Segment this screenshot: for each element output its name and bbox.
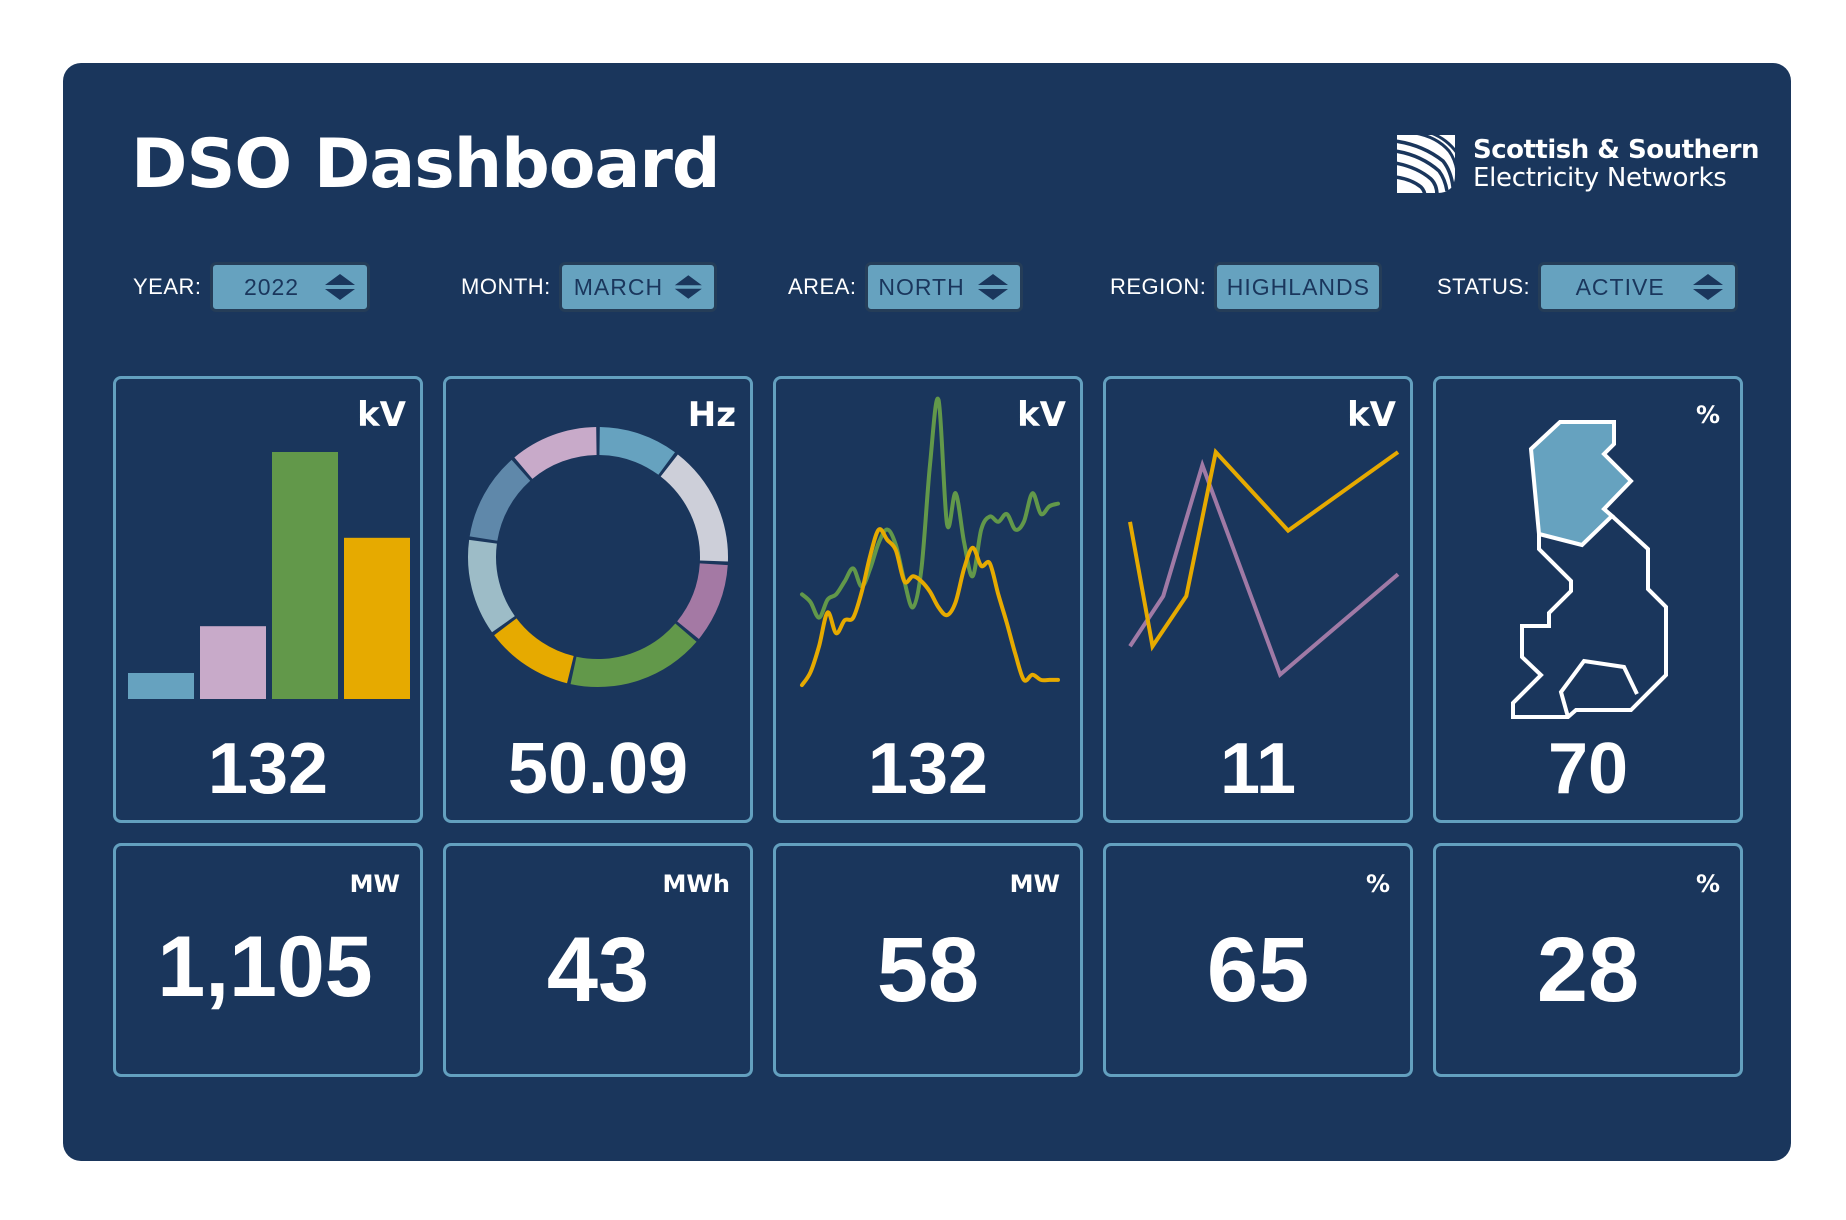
metric-value: 28 <box>1536 919 1640 1021</box>
unit-label: % <box>1695 401 1720 429</box>
filter-status: STATUS: ACTIVE <box>1437 261 1739 313</box>
series-line-green <box>800 396 1060 620</box>
card-voltage-smooth-line: kV 132 <box>773 376 1083 823</box>
card-frequency-donut: Hz 50.09 <box>443 376 753 823</box>
card-percent-2: % 28 <box>1433 843 1743 1077</box>
map-region-highlighted <box>1528 420 1634 548</box>
map-region-outline <box>1558 658 1639 718</box>
up-down-spinner-icon[interactable] <box>976 270 1010 304</box>
card-percent-1: % 65 <box>1103 843 1413 1077</box>
bar-A <box>128 673 194 699</box>
metric-value: 43 <box>546 919 650 1021</box>
select-value: MARCH <box>573 273 664 300</box>
metric-value: 1,105 <box>157 919 373 1015</box>
filter-month: MONTH: MARCH <box>461 261 717 313</box>
donut-slice-1 <box>660 454 728 562</box>
metric-value: 11 <box>1219 729 1297 809</box>
filter-label: MONTH: <box>461 274 551 299</box>
unit-label: % <box>1365 870 1390 898</box>
up-down-spinner-icon[interactable] <box>1691 270 1725 304</box>
donut-slice-6 <box>469 459 531 541</box>
area-select[interactable]: NORTH <box>864 262 1023 312</box>
filter-area: AREA: NORTH <box>788 261 1023 313</box>
card-region-map: % 70 <box>1433 376 1743 823</box>
logo-line-1: Scottish & Southern <box>1473 135 1760 165</box>
card-energy-mwh: MWh 43 <box>443 843 753 1077</box>
filter-region: REGION: HIGHLANDS <box>1110 261 1383 313</box>
bar-B <box>200 626 266 699</box>
unit-label: kV <box>1347 395 1396 435</box>
metric-value: 65 <box>1206 919 1310 1021</box>
filter-label: YEAR: <box>133 274 202 299</box>
filter-label: STATUS: <box>1437 274 1531 299</box>
donut-chart <box>468 427 728 687</box>
card-power-mw-2: MW 58 <box>773 843 1083 1077</box>
select-value: 2022 <box>243 273 300 300</box>
metric-value: 132 <box>867 729 989 809</box>
page-title: DSO Dashboard <box>131 125 721 204</box>
metric-value: 70 <box>1547 729 1629 809</box>
donut-slice-0 <box>599 427 675 475</box>
unit-label: Hz <box>687 395 736 435</box>
month-select[interactable]: MARCH <box>558 262 717 312</box>
map-region-outline <box>1511 514 1668 719</box>
donut-slice-5 <box>468 539 515 633</box>
select-value: NORTH <box>878 273 965 300</box>
bar-C <box>272 452 338 699</box>
donut-slice-4 <box>494 618 574 684</box>
smooth-line-chart <box>800 396 1060 688</box>
filter-label: REGION: <box>1110 274 1207 299</box>
donut-slice-3 <box>570 623 697 687</box>
series-line-purple <box>1128 458 1400 679</box>
filter-label: AREA: <box>788 274 857 299</box>
unit-label: MW <box>349 870 400 898</box>
series-line-amber <box>1128 447 1400 652</box>
year-select[interactable]: 2022 <box>209 262 370 312</box>
region-select[interactable]: HIGHLANDS <box>1214 262 1383 312</box>
logo-line-2: Electricity Networks <box>1473 163 1727 193</box>
unit-label: kV <box>1017 395 1066 435</box>
metric-value: 50.09 <box>507 729 689 809</box>
select-value: ACTIVE <box>1575 273 1665 300</box>
bar-D <box>344 537 410 699</box>
ssen-wave-shield-icon <box>1394 131 1459 197</box>
unit-label: MWh <box>662 870 730 898</box>
dashboard-panel: DSO Dashboard Scottish & Southern Electr… <box>63 63 1791 1161</box>
status-select[interactable]: ACTIVE <box>1538 262 1739 312</box>
region-map <box>1511 420 1668 719</box>
card-voltage-line: kV 11 <box>1103 376 1413 823</box>
up-down-spinner-icon[interactable] <box>323 270 357 304</box>
unit-label: kV <box>357 395 406 435</box>
filter-year: YEAR: 2022 <box>133 261 370 313</box>
up-down-spinner-icon[interactable] <box>673 270 704 304</box>
donut-slice-2 <box>677 563 728 639</box>
bar-chart <box>128 452 410 699</box>
card-voltage-bar: kV 132 <box>113 376 423 823</box>
select-value: HIGHLANDS <box>1226 273 1370 300</box>
metric-value: 58 <box>876 919 980 1021</box>
card-power-mw: MW 1,105 <box>113 843 423 1077</box>
donut-slice-7 <box>514 427 597 479</box>
line-chart <box>1128 447 1400 679</box>
metric-value: 132 <box>207 729 329 809</box>
ssen-logo: Scottish & Southern Electricity Networks <box>1393 131 1760 197</box>
unit-label: % <box>1695 870 1720 898</box>
series-line-amber <box>800 527 1060 688</box>
unit-label: MW <box>1009 870 1060 898</box>
